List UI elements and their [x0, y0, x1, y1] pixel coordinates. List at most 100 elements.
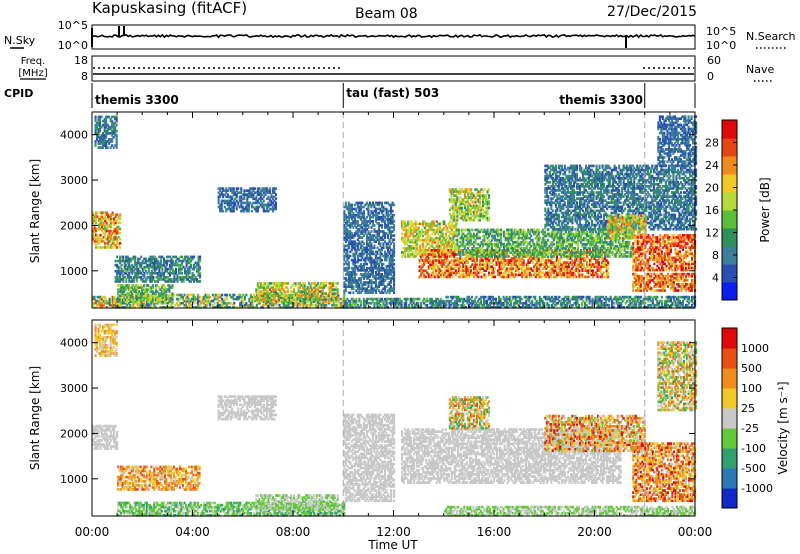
heatmap-cell — [96, 138, 99, 141]
heatmap-cell — [457, 295, 460, 299]
heatmap-cell — [226, 195, 229, 199]
heatmap-cell — [330, 292, 333, 295]
heatmap-cell — [502, 301, 505, 305]
heatmap-cell — [273, 284, 276, 287]
heatmap-cell — [270, 290, 273, 293]
heatmap-cell — [259, 286, 262, 289]
heatmap-cell — [671, 303, 674, 307]
heatmap-cell — [519, 301, 522, 305]
heatmap-cell — [104, 217, 107, 221]
heatmap-cell — [114, 132, 117, 135]
heatmap-cell — [185, 303, 188, 307]
heatmap-cell — [220, 191, 223, 195]
heatmap-cell — [169, 300, 173, 304]
heatmap-cell — [155, 263, 158, 267]
heatmap-cell — [549, 299, 552, 303]
heatmap-cell — [220, 207, 223, 211]
heatmap-cell — [150, 276, 153, 279]
heatmap-cell — [107, 299, 110, 303]
heatmap-cell — [332, 296, 335, 300]
heatmap-cell — [92, 229, 95, 233]
heatmap-cell — [168, 286, 171, 289]
heatmap-cell — [562, 299, 565, 303]
heatmap-cell — [141, 261, 144, 265]
heatmap-cell — [102, 235, 105, 239]
heatmap-cell — [312, 290, 315, 293]
heatmap-cell — [136, 296, 139, 300]
heatmap-cell — [446, 299, 449, 303]
heatmap-cell — [177, 259, 181, 263]
heatmap-cell — [333, 300, 336, 304]
heatmap-cell — [138, 261, 141, 265]
heatmap-cell — [120, 284, 123, 287]
heatmap-cell — [124, 286, 127, 289]
heatmap-cell — [157, 300, 160, 304]
heatmap-cell — [99, 239, 102, 243]
heatmap-cell — [432, 303, 435, 307]
heatmap-cell — [171, 255, 175, 259]
heatmap-cell — [663, 306, 666, 309]
heatmap-cell — [385, 297, 388, 301]
heatmap-cell — [130, 295, 133, 299]
heatmap-cell — [138, 263, 141, 267]
heatmap-cell — [270, 292, 273, 295]
heatmap-cell — [318, 296, 321, 300]
heatmap-cell — [117, 217, 120, 221]
heatmap-cell — [169, 298, 173, 302]
heatmap-cell — [125, 267, 128, 271]
heatmap-cell — [194, 265, 197, 269]
heatmap-cell — [117, 271, 120, 275]
heatmap-cell — [291, 290, 294, 293]
heatmap-cell — [335, 288, 338, 291]
heatmap-cell — [103, 127, 106, 131]
noise-right-tick-bottom: 10^0 — [706, 39, 736, 52]
heatmap-cell — [114, 303, 117, 307]
heatmap-cell — [492, 306, 495, 309]
heatmap-cell — [691, 306, 694, 309]
heatmap-cell — [508, 297, 511, 301]
heatmap-cell — [217, 199, 220, 203]
heatmap-cell — [142, 298, 145, 302]
heatmap-cell — [262, 298, 265, 302]
heatmap-cell — [101, 217, 104, 221]
heatmap-cell — [302, 282, 305, 285]
heatmap-cell — [121, 306, 124, 309]
heatmap-cell — [308, 290, 311, 293]
heatmap-cell — [139, 301, 142, 305]
heatmap-cell — [597, 303, 600, 307]
heatmap-cell — [112, 129, 115, 133]
heatmap-cell — [317, 296, 320, 300]
heatmap-cell — [187, 274, 190, 277]
heatmap-cell — [232, 203, 235, 207]
heatmap-cell — [627, 295, 630, 299]
heatmap-cell — [101, 227, 104, 231]
heatmap-cell — [479, 299, 483, 303]
heatmap-cell — [116, 246, 119, 249]
heatmap-cell — [217, 205, 220, 209]
heatmap-cell — [394, 301, 397, 305]
heatmap-cell — [101, 246, 104, 249]
heatmap-cell — [251, 297, 254, 301]
heatmap-cell — [323, 306, 326, 309]
heatmap-cell — [177, 299, 180, 303]
heatmap-cell — [167, 280, 170, 283]
heatmap-cell — [583, 306, 587, 309]
heatmap-cell — [561, 297, 564, 301]
heatmap-cell — [412, 306, 415, 309]
heatmap-cell — [611, 303, 614, 307]
heatmap-cell — [168, 306, 171, 309]
heatmap-cell — [367, 297, 370, 301]
heatmap-cell — [349, 303, 352, 307]
heatmap-cell — [150, 265, 153, 269]
heatmap-cell — [117, 284, 120, 287]
heatmap-cell — [170, 265, 173, 269]
heatmap-cell — [140, 265, 143, 269]
heatmap-cell — [94, 117, 97, 121]
heatmap-cell — [660, 303, 663, 307]
heatmap-cell — [333, 294, 336, 298]
heatmap-cell — [185, 297, 188, 301]
heatmap-cell — [159, 271, 162, 275]
heatmap-cell — [570, 297, 573, 301]
heatmap-cell — [384, 297, 387, 301]
heatmap-cell — [343, 303, 346, 307]
